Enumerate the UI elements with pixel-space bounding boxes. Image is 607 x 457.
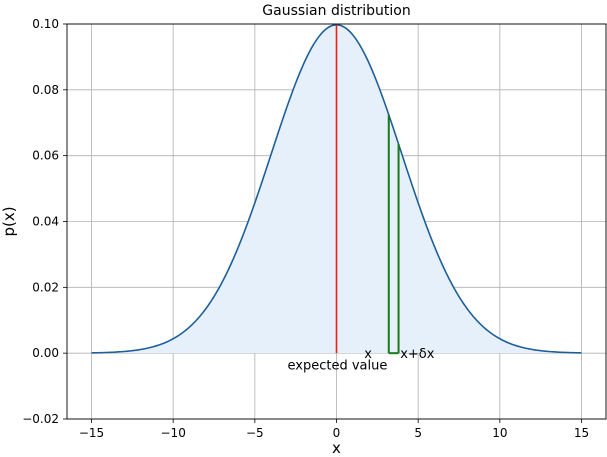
y-tick-label: 0.00 [32, 346, 59, 360]
x-tick-label: 10 [492, 426, 507, 440]
x-tick-label: 0 [333, 426, 341, 440]
x-tick-label: −10 [161, 426, 186, 440]
axis-ticks: −15 −10 −5 0 5 10 15 −0.02 0.00 0.02 0.04 0.06 0.08 0… [22, 17, 589, 440]
x-tick-label: 15 [574, 426, 589, 440]
y-tick-label: 0.02 [32, 280, 59, 294]
annotation-text: expected value [288, 359, 388, 374]
x-axis-label: x [332, 439, 341, 457]
x-tick-label: −5 [246, 426, 264, 440]
y-tick-label: 0.06 [32, 149, 59, 163]
chart-title: Gaussian distribution [262, 3, 410, 19]
y-tick-label: 0.10 [32, 17, 59, 31]
y-axis-label: p(x) [0, 206, 18, 236]
y-tick-label: 0.08 [32, 83, 59, 97]
x-tick-label: 5 [414, 426, 422, 440]
annotation-text: x [364, 347, 372, 362]
gaussian-curve [91, 24, 582, 354]
interval-marker [387, 114, 400, 355]
y-tick-label: 0.04 [32, 215, 59, 229]
y-tick-label: −0.02 [22, 412, 59, 426]
x-tick-label: −15 [79, 426, 104, 440]
annotation-text: x+δx [400, 347, 435, 362]
